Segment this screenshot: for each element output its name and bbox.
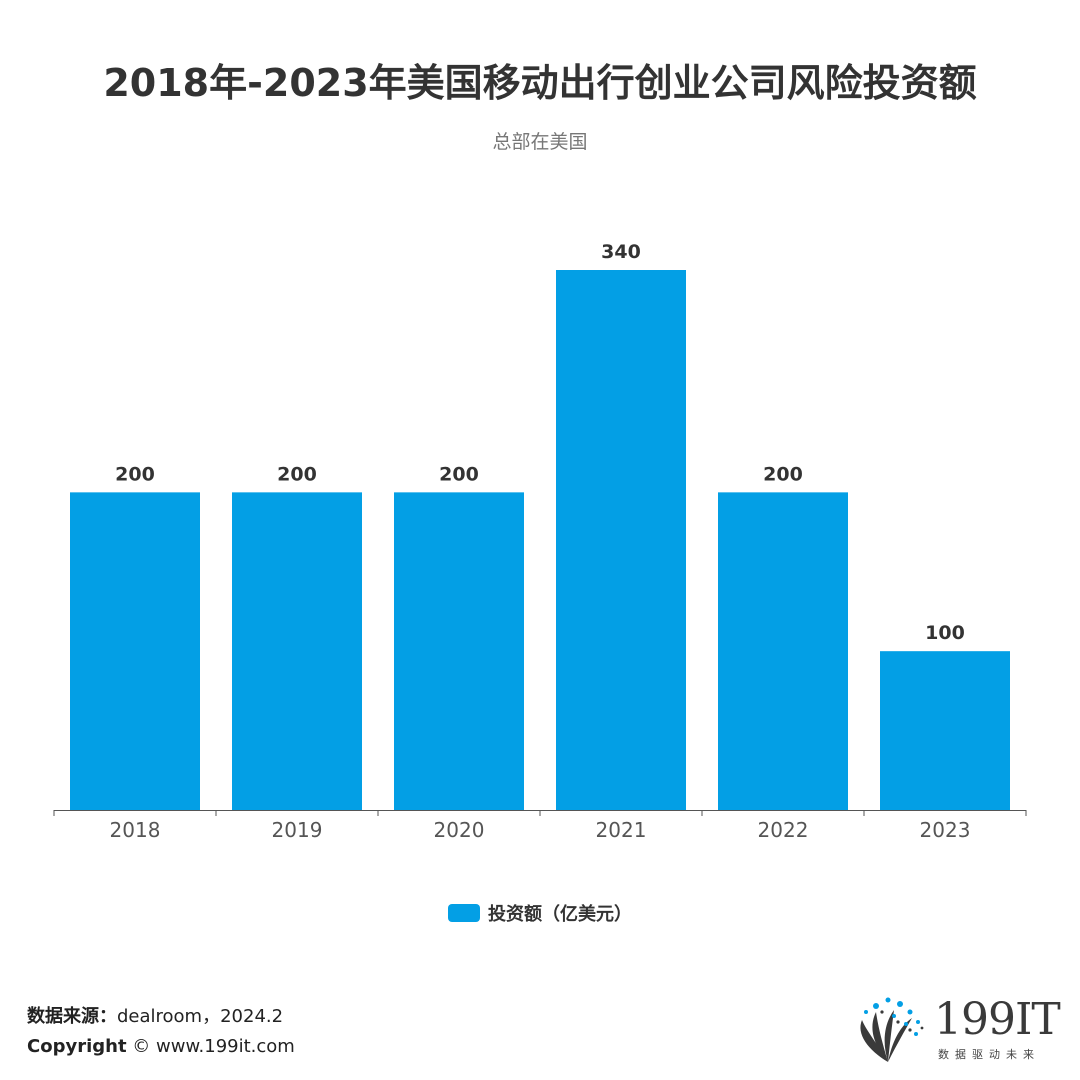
chart-title: 2018年-2023年美国移动出行创业公司风险投资额 [103,61,977,105]
x-tick-label-2019: 2019 [272,818,323,842]
logo-text: 199IT [934,994,1061,1045]
bar-2019 [232,492,362,810]
legend-swatch [448,904,480,922]
data-source: 数据来源：dealroom，2024.2 [27,1002,283,1028]
copyright-value: © www.199it.com [132,1036,295,1057]
chart-subtitle: 总部在美国 [492,131,588,153]
data-label-2020: 200 [439,463,479,485]
bar-2018 [70,492,200,810]
copyright-label: Copyright [27,1036,127,1057]
data-label-2019: 200 [277,463,317,485]
copyright: Copyright © www.199it.com [27,1036,295,1057]
bar-2022 [718,492,848,810]
logo-mark-icon [860,997,924,1062]
brand-logo: 199IT 数据驱动未来 [848,990,1068,1070]
bar-2023 [880,651,1010,810]
x-tick-label-2023: 2023 [920,818,971,842]
data-label-2022: 200 [763,463,803,485]
bar-chart: 200 2018 200 2019 200 2020 340 2021 200 2022 100 20… [53,241,1027,842]
x-tick-label-2020: 2020 [434,818,485,842]
data-label-2023: 100 [925,622,965,644]
data-source-label: 数据来源： [27,1006,117,1027]
logo-slogan: 数据驱动未来 [938,1048,1040,1061]
bar-2021 [556,270,686,810]
x-tick-label-2018: 2018 [110,818,161,842]
bar-2020 [394,492,524,810]
data-label-2021: 340 [601,241,641,263]
data-source-value: dealroom，2024.2 [117,1006,284,1027]
x-tick-label-2021: 2021 [596,818,647,842]
x-tick-label-2022: 2022 [758,818,809,842]
legend-label: 投资额（亿美元） [488,904,632,925]
data-label-2018: 200 [115,463,155,485]
legend: 投资额（亿美元） [0,900,1080,926]
